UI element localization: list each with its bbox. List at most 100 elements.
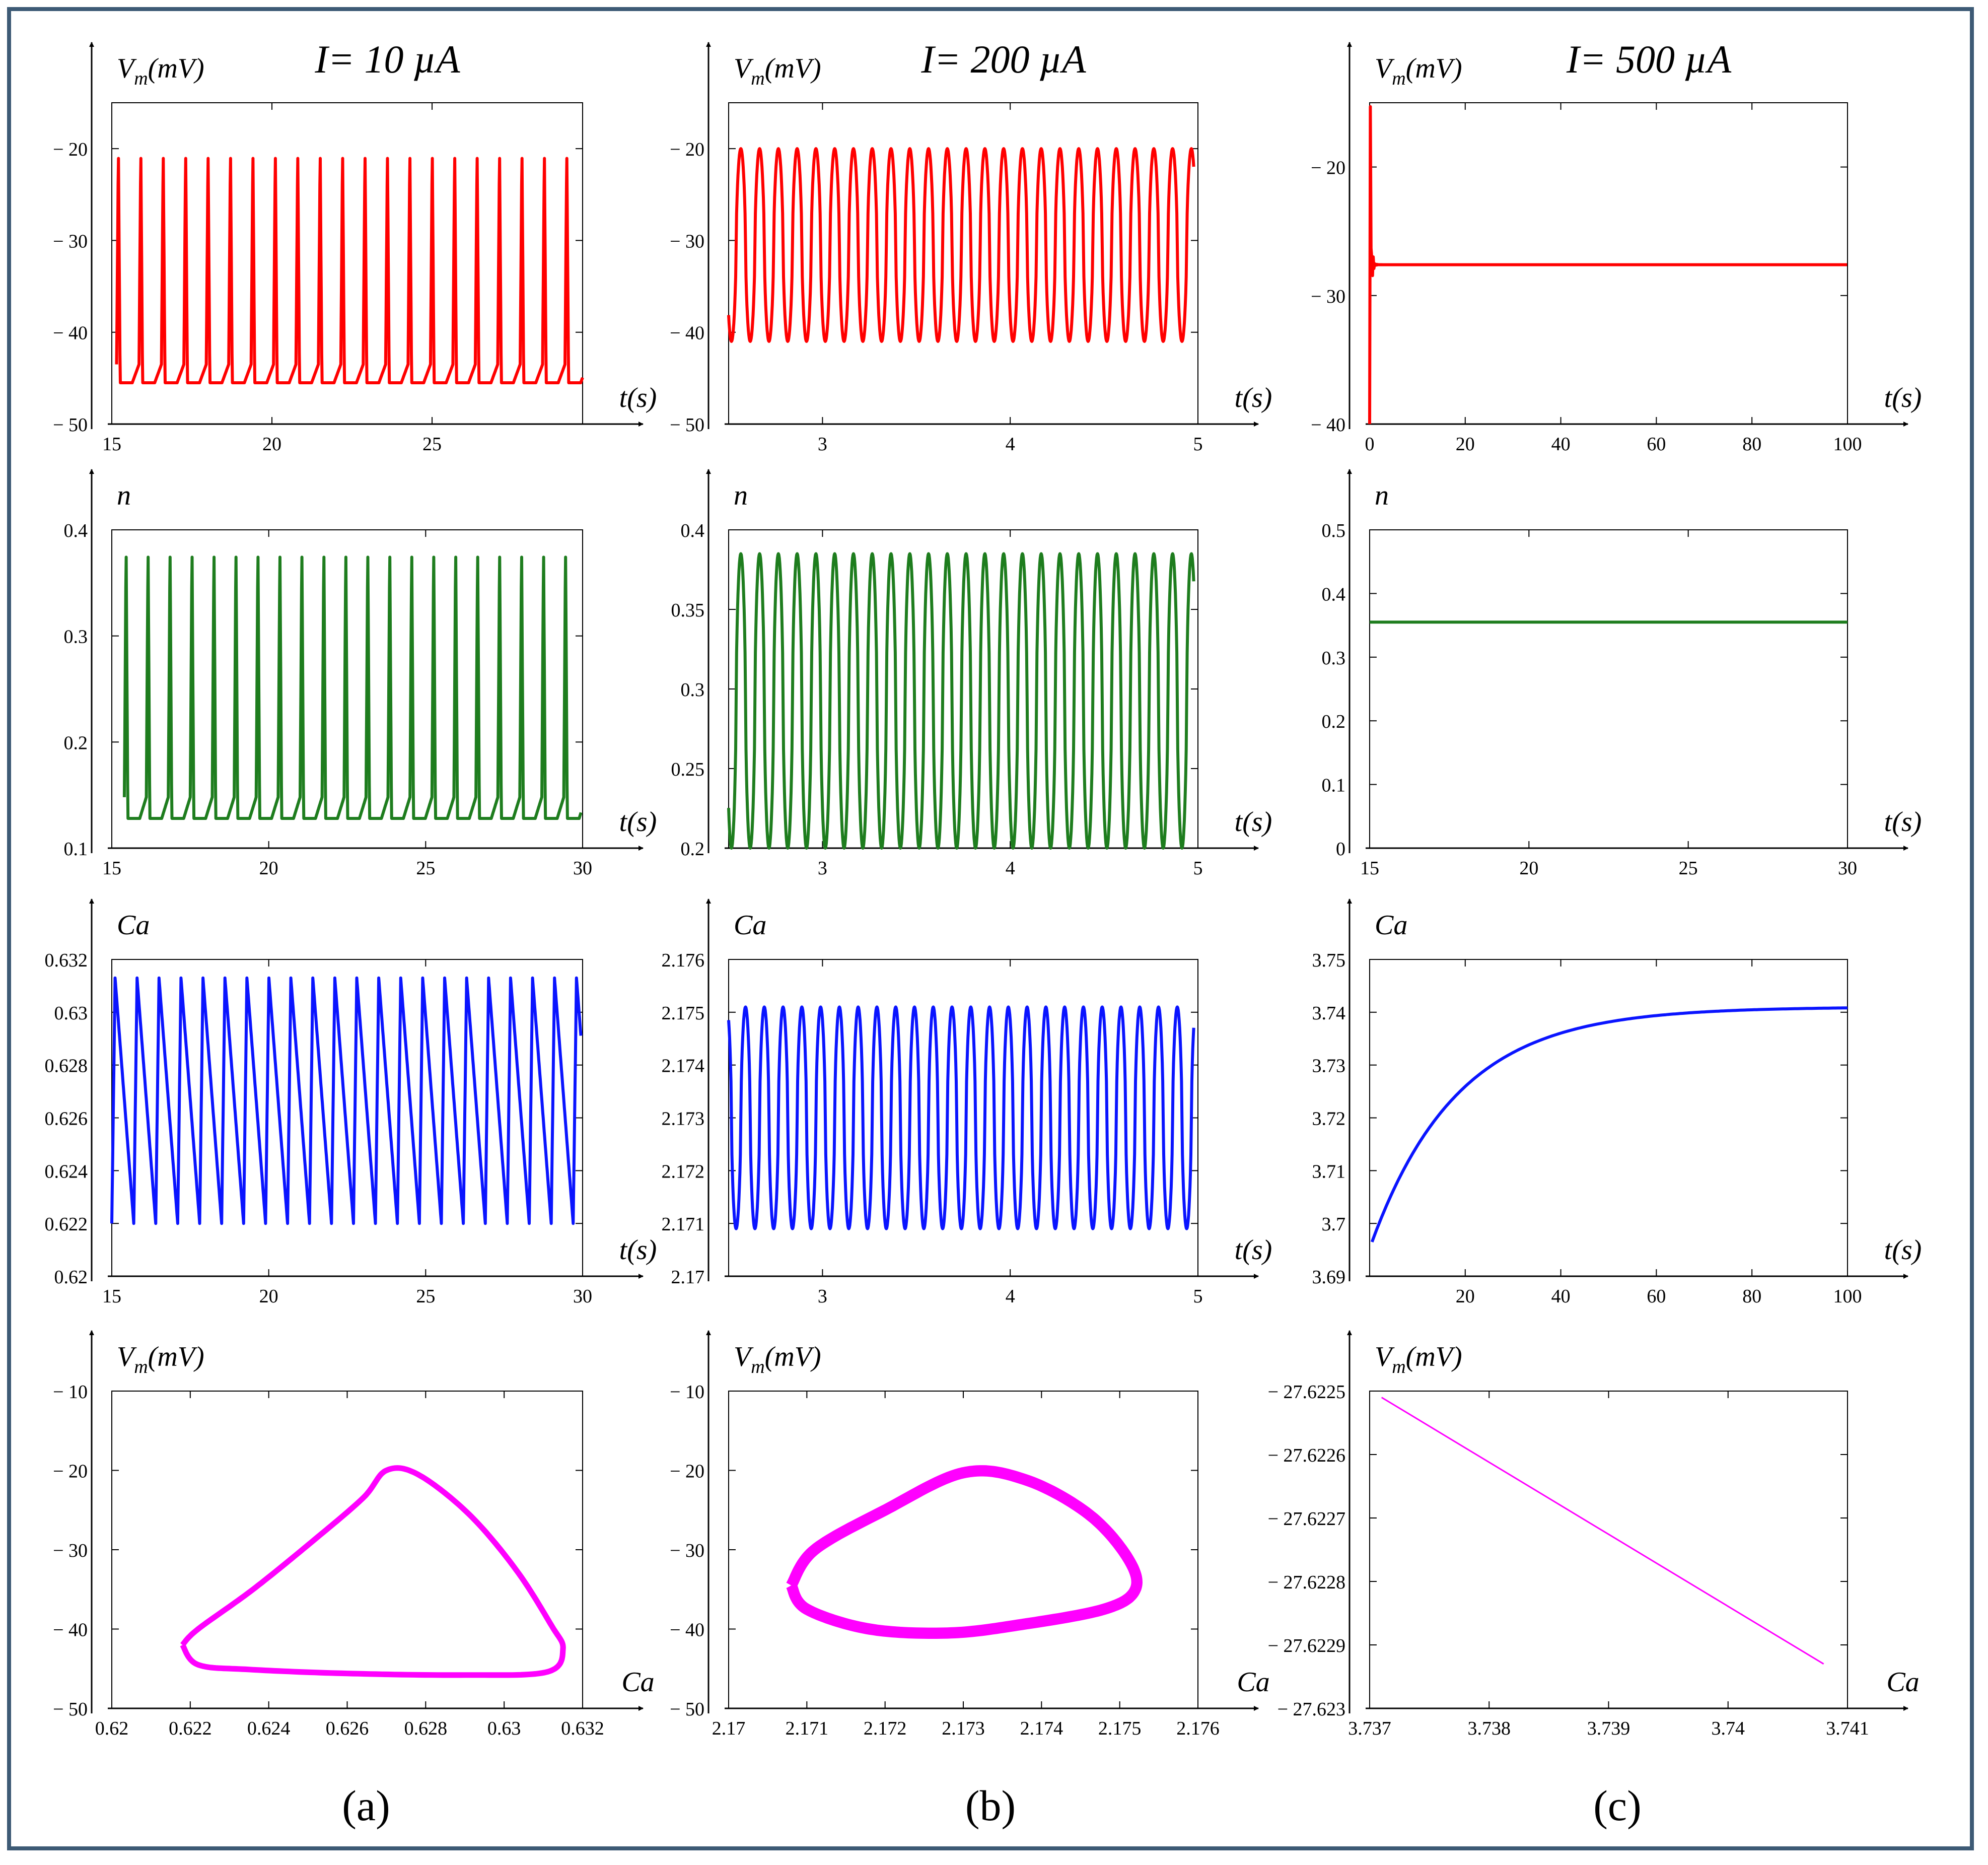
x-tick-label: 25	[1679, 858, 1698, 879]
y-tick-label: 0.4	[1322, 584, 1346, 605]
x-tick-label: 3.738	[1468, 1718, 1511, 1739]
x-tick-label: 0.62	[95, 1718, 129, 1739]
y-tick-label: − 27.6228	[1268, 1572, 1345, 1593]
chart-c-phase: 3.737 3.738 3.739 3.74 3.741 − 27.623 − 27.622…	[1268, 1330, 1920, 1739]
y-tick-label: 0.632	[45, 950, 88, 971]
y-axis-label: n	[117, 480, 131, 511]
x-tick-label: 0.628	[404, 1718, 448, 1739]
x-tick-label: 20	[1456, 434, 1475, 455]
series-line-vm	[1368, 105, 1848, 425]
x-axis-label: t(s)	[1235, 382, 1272, 413]
y-tick-label: 2.174	[662, 1056, 705, 1077]
column-label-c: (c)	[1593, 1781, 1641, 1830]
x-axis-label: t(s)	[1884, 382, 1922, 413]
series-line-ca	[1370, 1006, 1848, 1242]
x-tick-label: 60	[1647, 434, 1666, 455]
series-line-n	[727, 552, 1195, 850]
x-tick-label: 15	[102, 858, 121, 879]
x-tick-label: 4	[1006, 434, 1015, 455]
y-tick-label: − 27.6226	[1268, 1445, 1345, 1466]
x-tick-label: 20	[1456, 1286, 1475, 1307]
x-tick-label: 30	[1838, 858, 1857, 879]
chart-c-n: 15 20 25 30 0 0.1 0.2 0.3 0.4 0.5 n t(s)	[1322, 469, 1922, 879]
x-tick-label: 0.63	[487, 1718, 521, 1739]
y-tick-label: 0.5	[1322, 520, 1346, 541]
x-tick-label: 5	[1193, 858, 1203, 879]
y-tick-label: 0.2	[681, 839, 705, 860]
x-tick-label: 25	[416, 1286, 435, 1307]
y-axis-label: n	[1375, 480, 1389, 511]
x-tick-label: 5	[1193, 434, 1203, 455]
y-tick-label: − 30	[670, 1540, 704, 1561]
y-tick-label: − 40	[1311, 415, 1345, 436]
y-tick-label: 2.176	[662, 950, 705, 971]
y-tick-label: 2.173	[662, 1109, 705, 1130]
y-tick-label: − 20	[1311, 158, 1345, 179]
y-tick-label: 0.25	[671, 759, 705, 780]
x-tick-label: 20	[262, 434, 281, 455]
x-tick-label: 30	[573, 1286, 592, 1307]
y-axis-label: Vm(mV)	[117, 53, 204, 89]
y-tick-label: − 30	[53, 231, 88, 252]
y-tick-label: − 40	[670, 323, 704, 344]
x-tick-label: 3.74	[1712, 1718, 1745, 1739]
chart-a-n: 15 20 25 30 0.1 0.2 0.3 0.4 n t(s)	[64, 469, 657, 879]
y-tick-label: 3.73	[1312, 1056, 1346, 1077]
x-tick-label: 0	[1365, 434, 1375, 455]
chart-b-phase: 2.17 2.171 2.172 2.173 2.174 2.175 2.176 − 50 − …	[670, 1330, 1270, 1739]
chart-grid: 15 20 25 − 50 − 40 − 30 − 20 Vm(mV) t(s) I= 10 µA…	[45, 37, 1922, 1739]
y-tick-label: 3.69	[1312, 1267, 1346, 1288]
chart-c-ca: 20 40 60 80 100 3.69 3.7 3.71 3.72 3.73 3.74 3.75 Ca…	[1312, 899, 1922, 1307]
y-tick-label: − 20	[670, 139, 704, 160]
x-axis-label: t(s)	[1884, 1234, 1922, 1266]
y-tick-label: − 27.6227	[1268, 1508, 1345, 1530]
x-tick-label: 0.622	[169, 1718, 212, 1739]
chart-c-vm: 0 20 40 60 80 100 − 40 − 30 − 20 Vm(mV) t(s) I= 500…	[1311, 37, 1922, 455]
series-line-ca	[110, 976, 583, 1225]
y-tick-label: − 10	[670, 1382, 704, 1403]
y-tick-label: − 50	[53, 415, 88, 436]
x-tick-label: 30	[573, 858, 592, 879]
x-tick-label: 0.632	[561, 1718, 604, 1739]
x-tick-label: 2.17	[712, 1718, 746, 1739]
series-line-vm	[115, 157, 584, 384]
y-tick-label: − 30	[1311, 286, 1345, 307]
series-line-phase	[1381, 1397, 1824, 1665]
y-tick-label: 3.72	[1312, 1109, 1346, 1130]
x-tick-label: 40	[1551, 434, 1571, 455]
y-tick-label: 0.1	[64, 839, 88, 860]
x-tick-label: 0.624	[247, 1718, 291, 1739]
y-tick-label: 0.3	[1322, 648, 1346, 669]
x-tick-label: 2.171	[786, 1718, 829, 1739]
y-tick-label: 0.4	[681, 520, 705, 541]
x-tick-label: 25	[422, 434, 442, 455]
y-axis-label: Vm(mV)	[117, 1341, 204, 1377]
x-tick-label: 3	[818, 1286, 827, 1307]
x-axis-label: t(s)	[1235, 806, 1272, 838]
y-tick-label: 0.4	[64, 520, 88, 541]
x-axis-label: Ca	[621, 1667, 654, 1698]
y-tick-label: 0.626	[45, 1109, 88, 1130]
y-tick-label: 3.71	[1312, 1161, 1346, 1182]
column-label-a: (a)	[342, 1781, 390, 1830]
y-axis-label: Vm(mV)	[1375, 53, 1462, 89]
y-axis-label: Vm(mV)	[1375, 1341, 1462, 1377]
x-tick-label: 20	[259, 858, 278, 879]
series-line-n	[122, 556, 583, 820]
x-tick-label: 80	[1742, 434, 1761, 455]
x-axis-label: t(s)	[619, 806, 657, 838]
y-tick-label: − 30	[670, 231, 704, 252]
x-tick-label: 20	[1519, 858, 1538, 879]
x-tick-label: 3	[818, 858, 827, 879]
x-tick-label: 3.741	[1826, 1718, 1869, 1739]
x-axis-label: Ca	[1237, 1667, 1269, 1698]
y-tick-label: 0.63	[54, 1003, 88, 1024]
chart-b-n: 3 4 5 0.2 0.25 0.3 0.35 0.4 n t(s)	[671, 469, 1272, 879]
x-axis-label: t(s)	[1884, 806, 1922, 838]
series-line-vm	[727, 147, 1195, 343]
series-line-phase	[180, 1465, 566, 1678]
y-tick-label: 2.17	[671, 1267, 705, 1288]
y-tick-label: 0.2	[1322, 711, 1346, 732]
x-tick-label: 25	[416, 858, 435, 879]
x-tick-label: 3	[818, 434, 827, 455]
